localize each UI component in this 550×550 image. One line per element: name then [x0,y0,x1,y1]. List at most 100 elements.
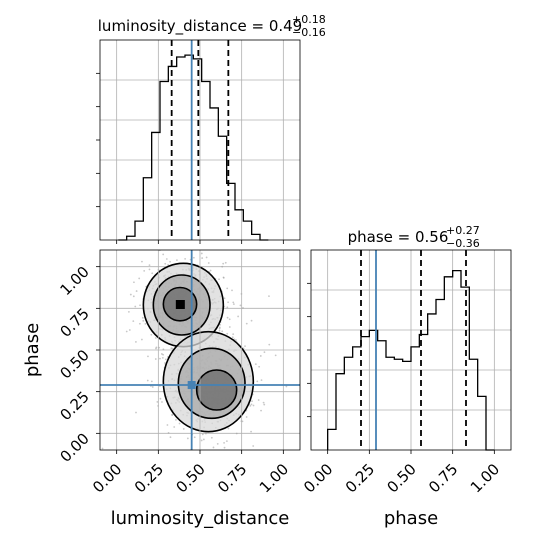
sample-point [200,252,203,255]
sample-point [226,287,229,290]
x-tick-label-phase: 0.75 [425,460,461,496]
sample-point [285,385,288,388]
sample-point [140,338,143,341]
sample-point [250,430,252,433]
sample-point [252,404,255,407]
sample-point [176,259,178,262]
sample-point [166,424,169,426]
sample-point [171,414,174,416]
sample-point [222,276,225,279]
sample-point [162,253,165,256]
sample-point [260,409,262,412]
sample-point [154,358,157,360]
sample-point [218,327,221,330]
x-axis-title-phase: phase [384,508,438,529]
sample-point [170,248,172,250]
sample-point [150,333,153,336]
phase-title-plus: +0.27 [446,224,480,237]
sample-point [235,432,238,435]
x-tick-label-luminosity-distance: 0.75 [214,460,250,496]
sample-point [146,379,149,382]
x-tick-label-phase: 1.00 [467,460,503,496]
sample-point [210,436,213,439]
sample-point [155,347,157,350]
panel-frame [99,39,301,241]
truth-marker [187,381,196,389]
sample-point [150,380,153,383]
sample-point [228,318,231,321]
sample-point [246,455,248,457]
luminosity-distance-title-plus: +0.18 [292,13,326,26]
sample-point [134,305,137,308]
sample-point [205,432,207,435]
sample-point [193,436,196,439]
sample-point [179,453,181,455]
sample-point [178,422,181,425]
sample-point [242,307,244,309]
phase-title-minus: −0.36 [446,237,480,250]
sample-point [169,260,171,263]
sample-point [202,438,205,441]
sample-point [133,281,135,284]
y-axis-title-phase: phase [22,323,43,377]
x-tick-label-phase: 0.25 [342,460,378,496]
luminosity-distance-histogram-panel [96,39,301,244]
x-tick-label-luminosity-distance: 1.00 [256,460,292,496]
sample-point [227,301,230,304]
sample-point [161,357,164,359]
x-axis-title-luminosity-distance: luminosity_distance [111,508,290,529]
sample-point [263,351,266,354]
sample-point [144,322,147,325]
sample-point [205,256,208,259]
sample-point [232,333,235,336]
sample-point [159,357,161,360]
y-tick-label-phase: 0.00 [56,429,92,465]
y-tick-label-phase: 0.75 [56,304,92,340]
sample-point [268,343,271,346]
sample-point [198,457,200,459]
sample-point [164,358,167,361]
sample-point [237,315,240,318]
panel-frame [99,249,301,451]
sample-point [222,262,225,265]
sample-point [164,262,167,265]
sample-point [244,345,246,347]
sample-point [171,228,173,230]
sample-point [228,326,231,328]
sample-point [167,431,170,434]
sample-point [232,301,235,304]
sample-point [139,304,141,307]
sample-point [135,411,137,414]
sample-point [216,442,219,445]
sample-point [227,427,230,430]
sample-point [254,363,257,365]
y-tick-label-phase: 1.00 [56,263,92,299]
density-contour [195,369,238,411]
sample-point [221,330,224,333]
sample-point [239,304,242,307]
sample-point [245,322,248,325]
sample-point [212,446,215,449]
sample-point [201,257,204,259]
sample-point [250,403,253,406]
sample-point [200,439,203,442]
sample-point [188,234,190,236]
x-tick-label-phase: 0.50 [383,460,419,496]
sample-point [260,379,263,382]
sample-point [274,354,277,357]
sample-point [263,403,266,406]
sample-point [226,332,229,335]
luminosity-distance-title: luminosity_distance = 0.49 [98,17,302,36]
sample-point [224,261,227,264]
sample-point [218,278,220,281]
luminosity-distance-histogram [118,54,269,241]
sample-point [223,446,226,449]
sample-point [138,322,141,325]
sample-point [125,330,128,333]
sample-point [268,295,270,298]
sample-point [252,445,255,447]
sample-point [251,400,253,403]
sample-point [129,293,132,296]
sample-point [141,316,144,319]
peak-density-bin [175,300,185,309]
